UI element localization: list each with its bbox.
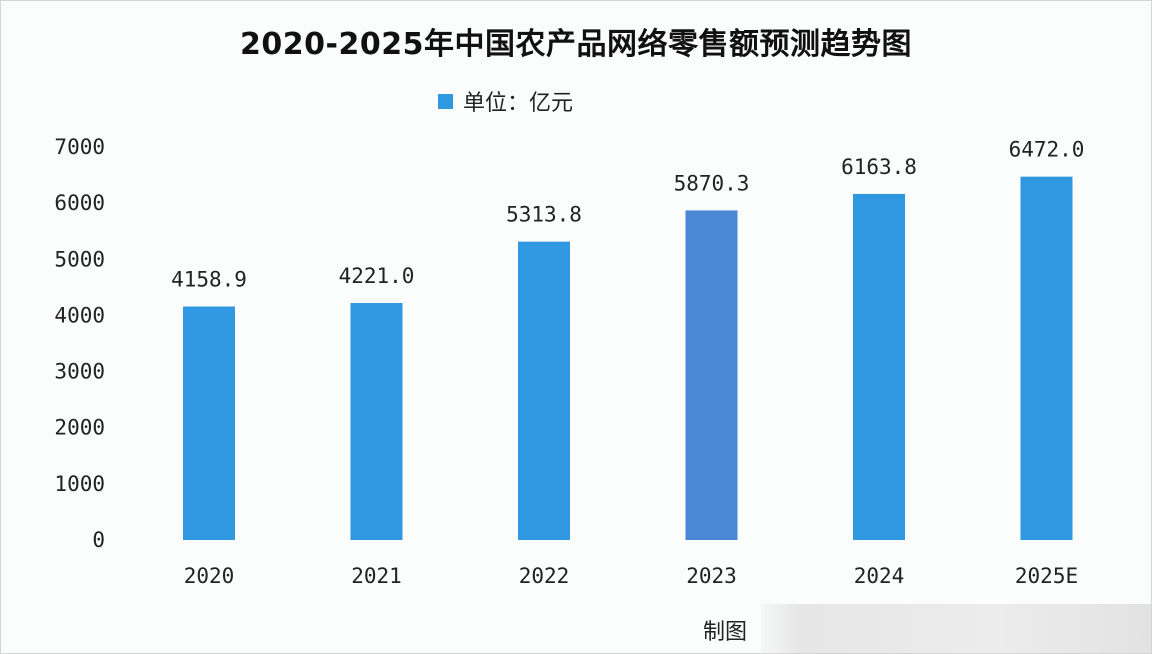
bar-2023 xyxy=(685,210,738,540)
data-label: 4158.9 xyxy=(171,268,247,292)
source-label: 制图 xyxy=(703,620,748,645)
bar-2024 xyxy=(853,193,905,540)
bar-2021 xyxy=(350,303,403,540)
x-tick-label: 2022 xyxy=(519,564,570,588)
y-axis-ticks: 0 1000 2000 3000 4000 5000 6000 7000 xyxy=(54,135,105,552)
x-tick-label: 2021 xyxy=(351,564,402,588)
bar-2025E xyxy=(1020,176,1073,540)
x-tick-label: 2024 xyxy=(854,564,905,588)
chart-title: 2020-2025年中国农产品网络零售额预测趋势图 xyxy=(240,27,912,62)
bar-2020 xyxy=(183,306,235,540)
x-axis-ticks: 2020 2021 2022 2023 2024 2025E xyxy=(184,564,1078,588)
y-tick-label: 2000 xyxy=(54,416,105,440)
y-tick-label: 6000 xyxy=(54,191,105,215)
chart-legend: 单位：亿元 xyxy=(438,85,573,117)
y-tick-label: 3000 xyxy=(54,360,105,384)
x-tick-label: 2020 xyxy=(184,564,235,588)
legend-swatch xyxy=(438,93,453,109)
y-tick-label: 7000 xyxy=(54,135,105,159)
y-tick-label: 1000 xyxy=(54,472,105,496)
x-tick-label: 2025E xyxy=(1015,564,1078,588)
y-tick-label: 0 xyxy=(92,528,105,552)
y-tick-label: 4000 xyxy=(54,303,105,327)
x-tick-label: 2023 xyxy=(686,564,737,588)
data-label: 6472.0 xyxy=(1009,138,1085,162)
legend-label: 单位：亿元 xyxy=(463,91,574,116)
bars xyxy=(183,176,1073,540)
data-label: 4221.0 xyxy=(339,264,415,288)
data-label: 5870.3 xyxy=(674,171,750,195)
data-label: 5313.8 xyxy=(506,203,582,227)
y-tick-label: 5000 xyxy=(54,247,105,271)
data-labels: 4158.9 4221.0 5313.8 5870.3 6163.8 6472.0 xyxy=(171,138,1084,292)
bar-2022 xyxy=(518,241,570,540)
data-label: 6163.8 xyxy=(841,155,917,179)
source-redacted-bar xyxy=(761,604,1151,653)
